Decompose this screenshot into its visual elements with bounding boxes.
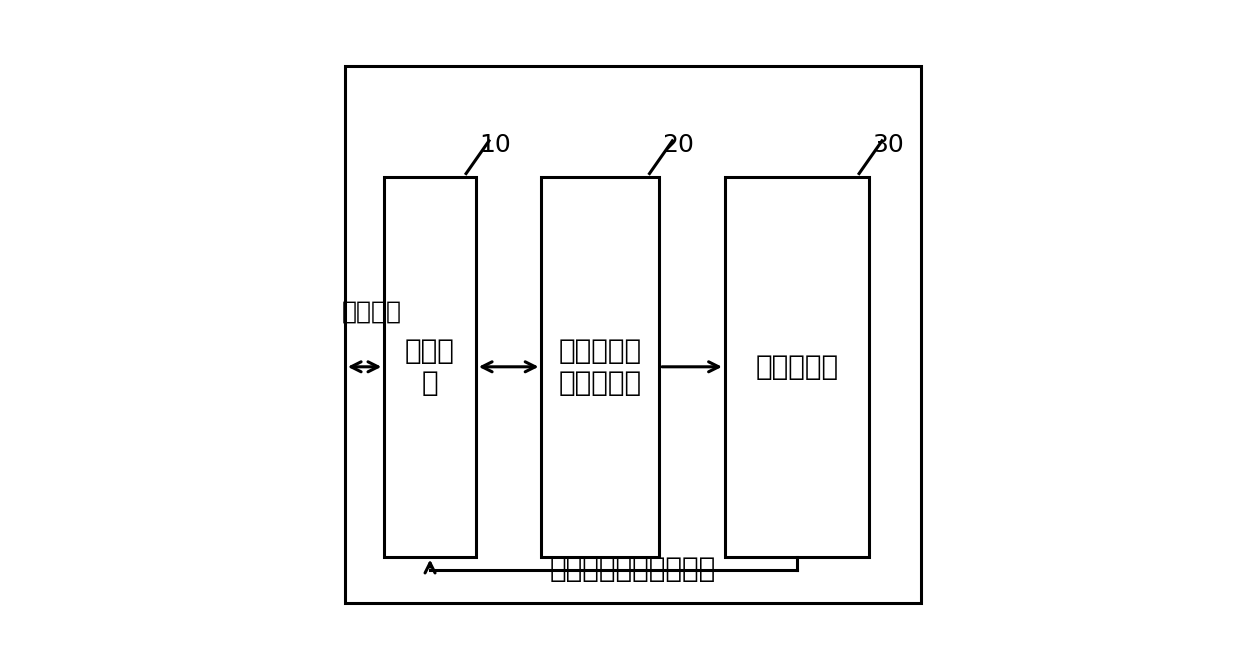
Text: 10: 10 xyxy=(479,133,511,157)
Text: 20: 20 xyxy=(662,133,694,157)
Text: 非易失性存
内计算模块: 非易失性存 内计算模块 xyxy=(559,337,642,397)
Bar xyxy=(542,177,660,557)
Text: 缓存模
块: 缓存模 块 xyxy=(405,337,455,397)
Bar xyxy=(345,66,921,603)
Text: 输入输出: 输入输出 xyxy=(342,299,402,323)
Text: 30: 30 xyxy=(872,133,904,157)
Bar xyxy=(725,177,869,557)
Text: 非易失性存内计算芯片: 非易失性存内计算芯片 xyxy=(551,555,717,583)
Text: 后处理模块: 后处理模块 xyxy=(755,353,838,381)
Bar xyxy=(384,177,476,557)
